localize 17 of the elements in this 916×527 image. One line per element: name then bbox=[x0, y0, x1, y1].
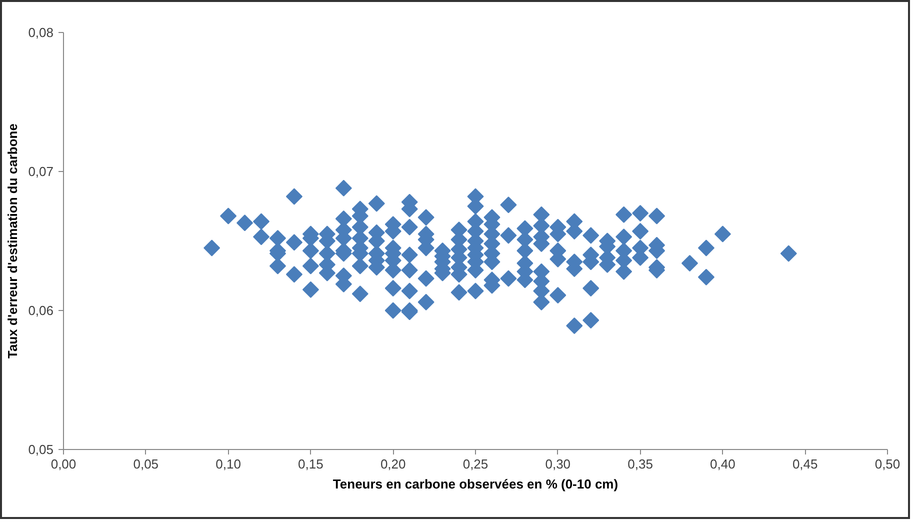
x-tick-label: 0,05 bbox=[133, 456, 159, 472]
y-tick-label: 0,06 bbox=[28, 303, 54, 318]
y-tick-label: 0,08 bbox=[28, 25, 54, 40]
x-tick-label: 0,25 bbox=[462, 456, 488, 472]
x-tick-label: 0,30 bbox=[545, 456, 571, 472]
x-tick-label: 0,40 bbox=[710, 456, 736, 472]
x-tick-label: 0,50 bbox=[874, 456, 900, 472]
x-axis-title: Teneurs en carbone observées en % (0-10 cm) bbox=[332, 476, 618, 492]
x-tick-label: 0,45 bbox=[792, 456, 818, 472]
x-tick-label: 0,20 bbox=[380, 456, 406, 472]
y-tick-label: 0,05 bbox=[28, 442, 54, 457]
x-tick-label: 0,35 bbox=[628, 456, 653, 472]
y-tick-label: 0,07 bbox=[28, 164, 54, 179]
x-tick-label: 0,00 bbox=[50, 456, 76, 472]
y-axis-title: Taux d'erreur d'estimation du carbone bbox=[5, 124, 20, 358]
x-tick-label: 0,15 bbox=[298, 456, 324, 472]
x-tick-label: 0,10 bbox=[216, 456, 241, 472]
